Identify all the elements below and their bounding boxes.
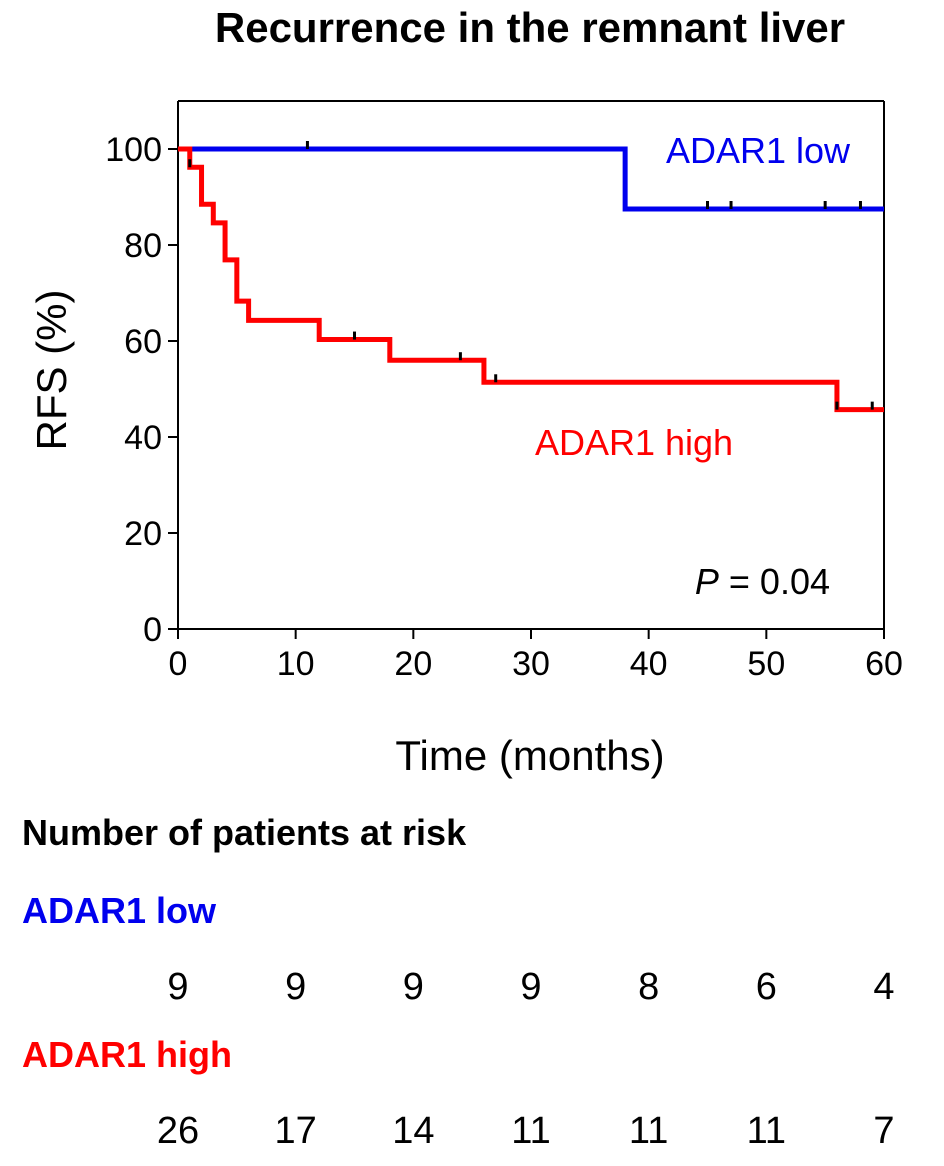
y-tick-label: 100: [105, 131, 162, 169]
x-tick-label: 60: [865, 645, 903, 683]
at-risk-count: 11: [628, 1110, 669, 1152]
y-axis-title: RFS (%): [28, 290, 75, 451]
y-tick-label: 80: [124, 227, 162, 265]
km-curve-adar1-high: [178, 146, 884, 413]
at-risk-header: Number of patients at risk: [22, 812, 467, 853]
at-risk-count: 9: [402, 966, 424, 1008]
p-value-symbol: P: [695, 561, 719, 602]
at-risk-count: 9: [285, 966, 307, 1008]
x-tick-label: 40: [630, 645, 668, 683]
at-risk-count: 8: [638, 966, 660, 1008]
at-risk-count: 26: [156, 1110, 200, 1152]
at-risk-count: 11: [746, 1110, 787, 1152]
km-curve-adar1-low: [178, 146, 884, 212]
x-tick-label: 20: [394, 645, 432, 683]
x-tick-label: 50: [747, 645, 785, 683]
at-risk-count: 9: [520, 966, 542, 1008]
at-risk-count: 6: [755, 966, 777, 1008]
km-chart: Recurrence in the remnant liver 0 20 40 60 8…: [28, 4, 903, 779]
p-value-text: = 0.04: [719, 561, 830, 602]
at-risk-count: 7: [873, 1110, 895, 1152]
at-risk-count: 4: [873, 966, 895, 1008]
y-tick-label: 0: [143, 611, 162, 649]
at-risk-count: 9: [167, 966, 189, 1008]
x-tick-label: 0: [169, 645, 188, 683]
y-tick-label: 60: [124, 323, 162, 361]
at-risk-count: 17: [274, 1110, 317, 1152]
x-axis-title: Time (months): [395, 732, 664, 779]
at-risk-count: 11: [511, 1110, 551, 1152]
at-risk-group-adar1-low: ADAR1 low: [22, 890, 217, 931]
series-label-adar1-high: ADAR1 high: [535, 422, 733, 463]
y-axis: 0 20 40 60 80 100: [105, 101, 885, 649]
x-tick-label: 10: [277, 645, 315, 683]
at-risk-group-adar1-high: ADAR1 high: [22, 1034, 232, 1075]
x-axis: 0 10 20 30 40 50 60: [169, 100, 903, 683]
y-tick-label: 40: [124, 419, 162, 457]
survival-curves: [178, 146, 884, 413]
censor-marks: [188, 141, 874, 410]
chart-title: Recurrence in the remnant liver: [215, 4, 845, 51]
p-value-annotation: P = 0.04: [695, 561, 830, 602]
y-tick-label: 20: [124, 515, 162, 553]
series-label-adar1-low: ADAR1 low: [666, 130, 851, 171]
at-risk-count: 14: [392, 1110, 435, 1152]
x-tick-label: 30: [512, 645, 550, 683]
